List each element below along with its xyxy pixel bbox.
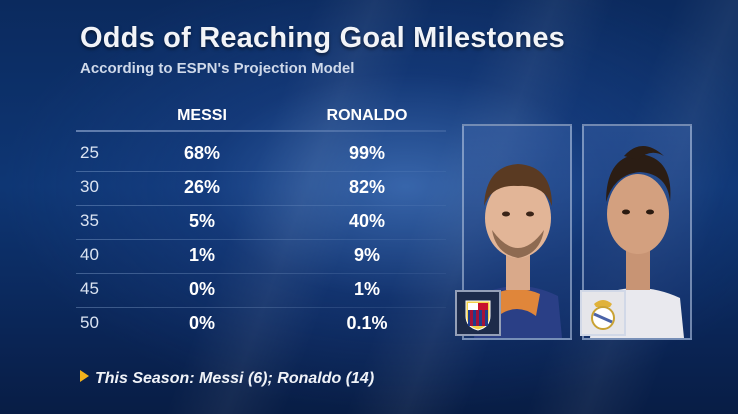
real-madrid-crest-icon [580,290,626,336]
ronaldo-odds: 82% [348,177,386,197]
barcelona-crest-icon [455,290,501,336]
messi-odds: 0% [188,279,215,299]
table-row: 50 0% 0.1% [0,313,460,347]
triangle-right-icon [80,370,89,382]
milestone-label: 50 [80,313,99,332]
table-row: 25 68% 99% [0,143,460,177]
graphic-title: Odds of Reaching Goal Milestones [80,22,565,54]
milestone-label: 45 [80,279,99,298]
row-divider [76,239,446,240]
messi-odds: 5% [188,211,215,231]
table-row: 30 26% 82% [0,177,460,211]
messi-odds: 1% [188,245,215,265]
table-row: 35 5% 40% [0,211,460,245]
graphic-subtitle: According to ESPN's Projection Model [80,60,355,77]
header-divider [76,130,446,132]
ronaldo-odds: 9% [353,245,380,265]
ronaldo-odds: 0.1% [346,313,388,333]
table-row: 45 0% 1% [0,279,460,313]
milestone-label: 40 [80,245,99,264]
row-divider [76,205,446,206]
milestone-label: 25 [80,143,99,162]
column-header-ronaldo: RONALDO [326,107,408,124]
row-divider [76,307,446,308]
ronaldo-odds: 40% [348,211,386,231]
footer-note: This Season: Messi (6); Ronaldo (14) [80,370,374,388]
milestone-label: 35 [80,211,99,230]
messi-odds: 68% [183,143,221,163]
season-summary: This Season: Messi (6); Ronaldo (14) [95,370,375,387]
ronaldo-odds: 99% [348,143,386,163]
messi-odds: 0% [188,313,215,333]
milestone-label: 30 [80,177,99,196]
ronaldo-odds: 1% [353,279,380,299]
messi-odds: 26% [183,177,221,197]
row-divider [76,273,446,274]
column-header-messi: MESSI [177,107,227,124]
row-divider [76,171,446,172]
table-row: 40 1% 9% [0,245,460,279]
